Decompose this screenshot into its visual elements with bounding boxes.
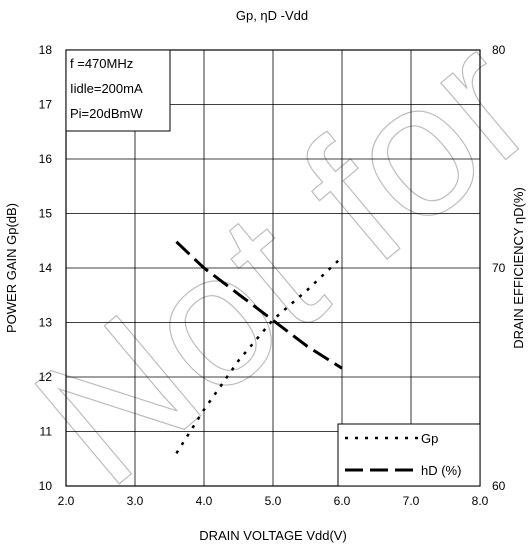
y-tick-label-left: 16	[39, 152, 53, 166]
tick-labels: 2.0 3.0 4.0 5.0 6.0 7.0 8.0 10 11 12 13 14 15 16 17 18 6…	[39, 43, 506, 508]
x-tick-label: 5.0	[265, 494, 282, 508]
x-axis-label: DRAIN VOLTAGE Vdd(V)	[199, 528, 347, 543]
y-tick-label-left: 15	[39, 207, 53, 221]
condition-frequency: f =470MHz	[70, 56, 133, 71]
condition-idle-current: Iidle=200mA	[70, 81, 143, 96]
y-tick-label-left: 18	[39, 43, 53, 57]
series	[175, 240, 343, 454]
x-tick-label: 8.0	[472, 494, 489, 508]
y-tick-label-left: 13	[39, 316, 53, 330]
legend-label-hd: hD (%)	[421, 463, 461, 478]
series-line-hd	[175, 240, 343, 370]
y-axis-label-left: POWER GAIN Gp(dB)	[4, 203, 19, 333]
y-tick-label-left: 11	[40, 425, 53, 439]
x-tick-label: 2.0	[58, 494, 75, 508]
y-tick-label-left: 14	[39, 261, 53, 275]
y-tick-label-left: 17	[39, 98, 53, 112]
plot-frame	[65, 49, 481, 487]
x-tick-label: 6.0	[334, 494, 351, 508]
y-tick-label-left: 10	[39, 479, 53, 493]
y-tick-label-right: 70	[492, 261, 506, 275]
y-tick-label-right: 60	[492, 479, 506, 493]
x-tick-label: 4.0	[196, 494, 213, 508]
conditions-box: f =470MHz Iidle=200mA Pi=20dBmW	[65, 49, 171, 132]
legend-label-gp: Gp	[421, 431, 438, 446]
legend: Gp hD (%)	[337, 423, 481, 487]
y-axis-label-right: DRAIN EFFICIENCY ηD(%)	[511, 187, 526, 349]
chart-title: Gp, ηD -Vdd	[236, 8, 308, 23]
condition-input-power: Pi=20dBmW	[70, 106, 143, 121]
x-tick-label: 3.0	[127, 494, 144, 508]
conditions-frame	[65, 49, 171, 132]
x-tick-label: 7.0	[403, 494, 420, 508]
legend-frame	[337, 423, 481, 487]
y-tick-label-left: 12	[39, 370, 53, 384]
y-tick-label-right: 80	[492, 43, 506, 57]
